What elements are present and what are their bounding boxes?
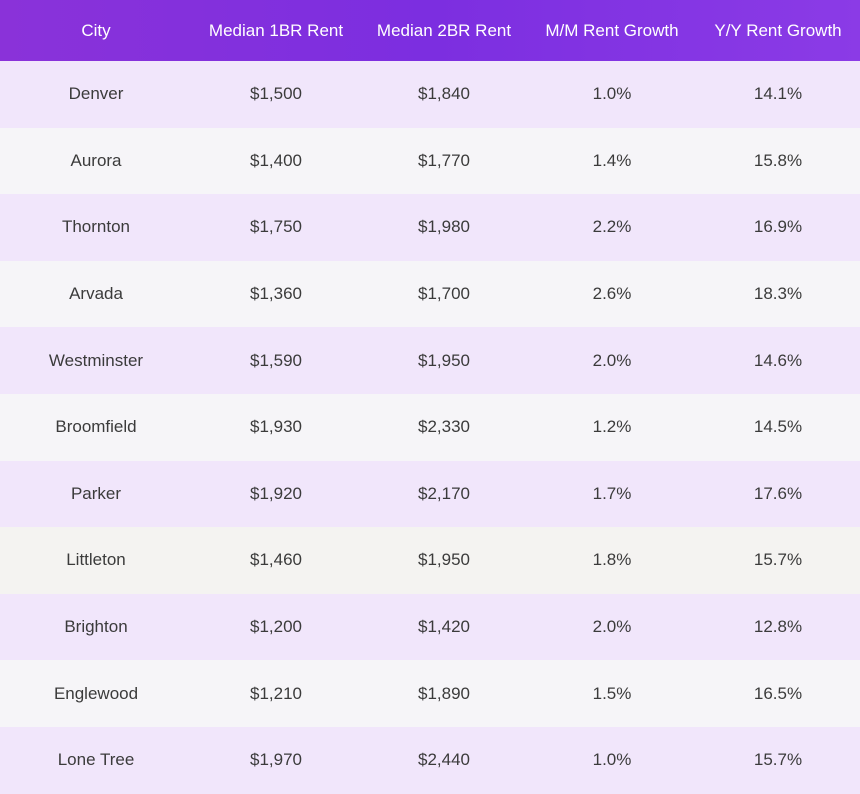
cell-city: Broomfield <box>55 417 137 437</box>
cell-median-1br-rent: $1,360 <box>250 284 302 304</box>
cell-city: Aurora <box>70 150 122 170</box>
cell-mm-rent-growth: 1.4% <box>592 150 632 170</box>
cell-median-1br-rent: $1,750 <box>250 217 302 237</box>
cell-median-1br-rent: $1,460 <box>250 550 302 570</box>
header-yy-rent-growth: Y/Y Rent Growth <box>714 20 842 40</box>
cell-mm-rent-growth: 1.5% <box>592 683 632 703</box>
cell-median-1br-rent: $1,590 <box>250 350 302 370</box>
table-row: Aurora $1,400 $1,770 1.4% 15.8% <box>0 127 860 195</box>
cell-city: Thornton <box>61 217 131 237</box>
table-row: Thornton $1,750 $1,980 2.2% 16.9% <box>0 194 860 261</box>
cell-mm-rent-growth: 2.6% <box>592 284 632 304</box>
cell-city: Arvada <box>69 284 123 304</box>
cell-city: Parker <box>70 483 122 503</box>
cell-median-1br-rent: $1,500 <box>250 84 302 104</box>
cell-median-2br-rent: $2,330 <box>418 417 470 437</box>
cell-mm-rent-growth: 2.0% <box>592 617 632 637</box>
cell-mm-rent-growth: 1.0% <box>592 750 632 770</box>
cell-yy-rent-growth: 17.6% <box>753 483 803 503</box>
cell-yy-rent-growth: 15.7% <box>753 550 803 570</box>
table-header-row: City Median 1BR Rent Median 2BR Rent M/M… <box>0 0 860 61</box>
table-row: Englewood $1,210 $1,890 1.5% 16.5% <box>0 660 860 727</box>
table-row: Brighton $1,200 $1,420 2.0% 12.8% <box>0 593 860 661</box>
table-row: Denver $1,500 $1,840 1.0% 14.1% <box>0 61 860 128</box>
cell-median-1br-rent: $1,200 <box>250 617 302 637</box>
cell-yy-rent-growth: 14.5% <box>753 417 803 437</box>
cell-city: Westminster <box>48 350 144 370</box>
cell-median-1br-rent: $1,400 <box>250 150 302 170</box>
cell-median-2br-rent: $1,700 <box>418 284 470 304</box>
cell-median-2br-rent: $1,950 <box>418 350 470 370</box>
cell-yy-rent-growth: 14.1% <box>753 84 803 104</box>
cell-median-1br-rent: $1,930 <box>250 417 302 437</box>
cell-median-2br-rent: $1,890 <box>418 683 470 703</box>
cell-yy-rent-growth: 14.6% <box>753 350 803 370</box>
cell-median-1br-rent: $1,920 <box>250 483 302 503</box>
cell-city: Denver <box>68 84 124 104</box>
cell-mm-rent-growth: 1.2% <box>592 417 632 437</box>
table-row: Littleton $1,460 $1,950 1.8% 15.7% <box>0 527 860 594</box>
cell-median-2br-rent: $2,440 <box>418 750 470 770</box>
cell-mm-rent-growth: 1.0% <box>592 84 632 104</box>
cell-median-1br-rent: $1,970 <box>250 750 302 770</box>
cell-city: Brighton <box>64 617 128 637</box>
cell-mm-rent-growth: 1.8% <box>592 550 632 570</box>
cell-mm-rent-growth: 2.2% <box>592 217 632 237</box>
cell-median-2br-rent: $1,420 <box>418 617 470 637</box>
table-body: Denver $1,500 $1,840 1.0% 14.1% Aurora $1,400 $… <box>0 61 860 794</box>
cell-yy-rent-growth: 16.9% <box>753 217 803 237</box>
table-row: Broomfield $1,930 $2,330 1.2% 14.5% <box>0 393 860 461</box>
cell-mm-rent-growth: 1.7% <box>592 483 632 503</box>
cell-city: Englewood <box>53 683 139 703</box>
cell-median-1br-rent: $1,210 <box>250 683 302 703</box>
cell-yy-rent-growth: 15.7% <box>753 750 803 770</box>
cell-city: Littleton <box>66 550 126 570</box>
table-row: Parker $1,920 $2,170 1.7% 17.6% <box>0 460 860 528</box>
cell-yy-rent-growth: 18.3% <box>753 284 803 304</box>
cell-median-2br-rent: $1,980 <box>418 217 470 237</box>
header-median-1br-rent: Median 1BR Rent <box>208 20 344 40</box>
header-median-2br-rent: Median 2BR Rent <box>376 20 512 40</box>
cell-city: Lone Tree <box>57 750 135 770</box>
cell-median-2br-rent: $1,950 <box>418 550 470 570</box>
cell-yy-rent-growth: 16.5% <box>753 683 803 703</box>
cell-yy-rent-growth: 15.8% <box>753 150 803 170</box>
table-row: Lone Tree $1,970 $2,440 1.0% 15.7% <box>0 726 860 794</box>
cell-mm-rent-growth: 2.0% <box>592 350 632 370</box>
cell-yy-rent-growth: 12.8% <box>753 617 803 637</box>
header-mm-rent-growth: M/M Rent Growth <box>545 20 679 40</box>
cell-median-2br-rent: $1,770 <box>418 150 470 170</box>
table-row: Arvada $1,360 $1,700 2.6% 18.3% <box>0 260 860 328</box>
table-row: Westminster $1,590 $1,950 2.0% 14.6% <box>0 327 860 394</box>
cell-median-2br-rent: $1,840 <box>418 84 470 104</box>
header-city: City <box>81 20 111 40</box>
cell-median-2br-rent: $2,170 <box>418 483 470 503</box>
